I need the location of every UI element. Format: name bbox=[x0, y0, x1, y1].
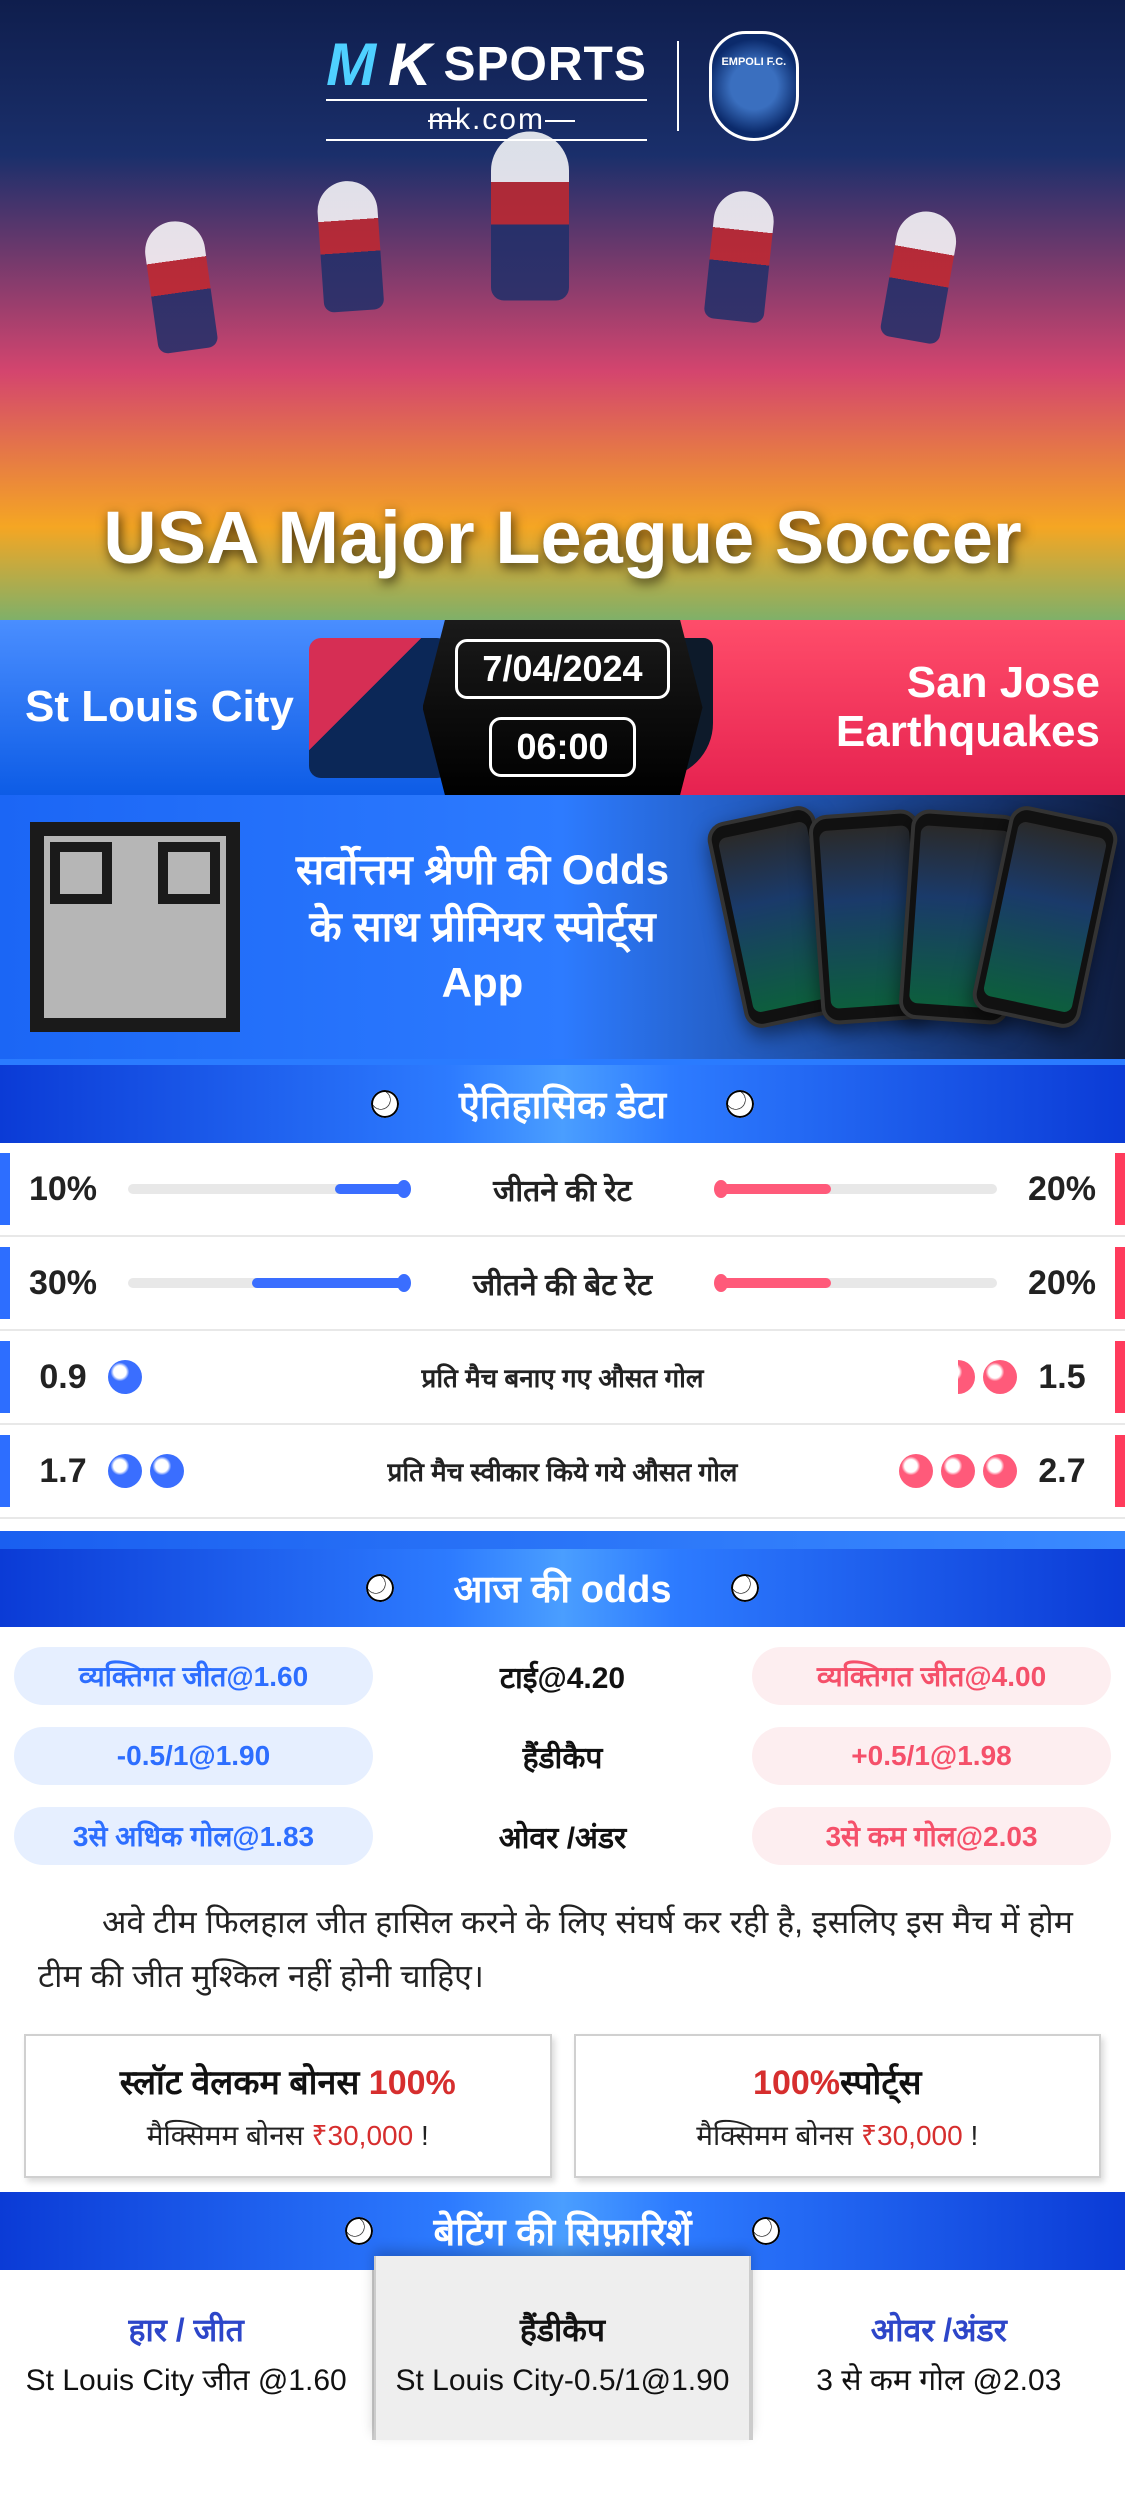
brand-sub: mk.com bbox=[326, 99, 647, 141]
win-rate-label: जीतने की रेट bbox=[424, 1169, 700, 1210]
home-goals-against: 1.7 bbox=[18, 1452, 108, 1491]
stat-row-win-rate: 10% जीतने की रेट 20% bbox=[0, 1143, 1125, 1237]
brand-divider bbox=[677, 41, 679, 131]
history-section-title: ऐतिहासिक डेटा bbox=[459, 1078, 666, 1130]
promo-phones-illustration bbox=[725, 812, 1095, 1042]
away-win-rate: 20% bbox=[1017, 1170, 1107, 1209]
away-goals-for-icons bbox=[797, 1360, 1017, 1394]
rec-winlose-head: हार / जीत bbox=[0, 2308, 372, 2351]
home-win-odd[interactable]: व्यक्तिगत जीत@1.60 bbox=[14, 1647, 373, 1705]
bonus-sports-amount: ₹30,000 bbox=[861, 2120, 963, 2151]
tie-odd-label: टाई@4.20 bbox=[383, 1647, 742, 1705]
analysis-text: अवे टीम फिलहाल जीत हासिल करने के लिए संघ… bbox=[14, 1887, 1111, 2034]
betting-recommendations: हार / जीत St Louis City जीत @1.60 हैंडीक… bbox=[0, 2270, 1125, 2440]
home-bet-rate: 30% bbox=[18, 1264, 108, 1303]
away-team-name: San Jose Earthquakes bbox=[728, 659, 1100, 756]
odds-table: व्यक्तिगत जीत@1.60 टाई@4.20 व्यक्तिगत जी… bbox=[0, 1627, 1125, 2034]
odds-row: 3से अधिक गोल@1.83 ओवर /अंडर 3से कम गोल@2… bbox=[14, 1807, 1111, 1865]
rec-overunder-body: 3 से कम गोल @2.03 bbox=[753, 2361, 1125, 2402]
rec-overunder-head: ओवर /अंडर bbox=[753, 2308, 1125, 2351]
divider bbox=[0, 1531, 1125, 1549]
under-odd[interactable]: 3से कम गोल@2.03 bbox=[752, 1807, 1111, 1865]
handicap-label: हैंडीकैप bbox=[383, 1727, 742, 1785]
odds-row: व्यक्तिगत जीत@1.60 टाई@4.20 व्यक्तिगत जी… bbox=[14, 1647, 1111, 1705]
brand-logo: MK SPORTS mk.com bbox=[326, 30, 647, 141]
home-team-name: St Louis City bbox=[25, 683, 294, 731]
stat-row-goals-against: 1.7 प्रति मैच स्वीकार किये गये औसत गोल 2… bbox=[0, 1425, 1125, 1519]
home-handicap-odd[interactable]: -0.5/1@1.90 bbox=[14, 1727, 373, 1785]
away-goals-against: 2.7 bbox=[1017, 1452, 1107, 1491]
bonus-card-sports[interactable]: 100%स्पोर्ट्स मैक्सिमम बोनस ₹30,000 ! bbox=[574, 2034, 1102, 2178]
rec-col-winlose[interactable]: हार / जीत St Louis City जीत @1.60 bbox=[0, 2270, 374, 2440]
brand-row: MK SPORTS mk.com bbox=[30, 30, 1095, 141]
match-time: 06:00 bbox=[489, 717, 635, 777]
stat-row-bet-rate: 30% जीतने की बेट रेट 20% bbox=[0, 1237, 1125, 1331]
soccer-ball-icon bbox=[726, 1090, 754, 1118]
history-stats: 10% जीतने की रेट 20% 30% जीतने की बेट रे… bbox=[0, 1143, 1125, 1519]
soccer-ball-icon bbox=[752, 2217, 780, 2245]
bonus-card-slots[interactable]: स्लॉट वेलकम बोनस 100% मैक्सिमम बोनस ₹30,… bbox=[24, 2034, 552, 2178]
odds-section-header: आज की odds bbox=[0, 1549, 1125, 1627]
goals-for-label: प्रति मैच बनाए गए औसत गोल bbox=[328, 1359, 797, 1395]
away-handicap-odd[interactable]: +0.5/1@1.98 bbox=[752, 1727, 1111, 1785]
qr-code-icon[interactable] bbox=[30, 822, 240, 1032]
away-win-odd[interactable]: व्यक्तिगत जीत@4.00 bbox=[752, 1647, 1111, 1705]
rec-col-handicap[interactable]: हैंडीकैप St Louis City-0.5/1@1.90 bbox=[374, 2256, 750, 2440]
rec-handicap-head: हैंडीकैप bbox=[376, 2308, 748, 2351]
away-goals-against-icons bbox=[797, 1454, 1017, 1488]
soccer-ball-icon bbox=[731, 1574, 759, 1602]
match-datetime: 7/04/2024 06:00 bbox=[423, 620, 703, 795]
away-goals-for: 1.5 bbox=[1017, 1358, 1107, 1397]
over-odd[interactable]: 3से अधिक गोल@1.83 bbox=[14, 1807, 373, 1865]
bonus-slots-amount: ₹30,000 bbox=[312, 2120, 414, 2151]
home-goals-for: 0.9 bbox=[18, 1358, 108, 1397]
history-section-header: ऐतिहासिक डेटा bbox=[0, 1065, 1125, 1143]
stat-row-goals-for: 0.9 प्रति मैच बनाए गए औसत गोल 1.5 bbox=[0, 1331, 1125, 1425]
brand-m: M bbox=[326, 30, 376, 99]
bonus-cards: स्लॉट वेलकम बोनस 100% मैक्सिमम बोनस ₹30,… bbox=[0, 2034, 1125, 2192]
bonus-sports-pct: 100% bbox=[753, 2064, 840, 2102]
goals-against-label: प्रति मैच स्वीकार किये गये औसत गोल bbox=[328, 1453, 797, 1489]
away-bet-rate: 20% bbox=[1017, 1264, 1107, 1303]
bonus-sports-title: स्पोर्ट्स bbox=[840, 2064, 921, 2102]
bonus-slots-title: स्लॉट वेलकम बोनस bbox=[120, 2064, 369, 2102]
brand-k: K bbox=[388, 30, 431, 99]
rec-col-overunder[interactable]: ओवर /अंडर 3 से कम गोल @2.03 bbox=[751, 2270, 1125, 2440]
soccer-ball-icon bbox=[345, 2217, 373, 2245]
home-goals-against-icons bbox=[108, 1454, 328, 1488]
bonus-slots-pct: 100% bbox=[369, 2064, 456, 2102]
club-shield-icon bbox=[709, 31, 799, 141]
hero-players-illustration bbox=[30, 141, 1095, 495]
soccer-ball-icon bbox=[371, 1090, 399, 1118]
league-title: USA Major League Soccer bbox=[30, 495, 1095, 580]
home-goals-for-icons bbox=[108, 1360, 328, 1394]
promo-text: सर्वोत्तम श्रेणी की Odds के साथ प्रीमियर… bbox=[270, 842, 695, 1012]
matchup-bar: St Louis City QUAKES San Jose Earthquake… bbox=[0, 620, 1125, 795]
home-win-rate: 10% bbox=[18, 1170, 108, 1209]
rec-handicap-body: St Louis City-0.5/1@1.90 bbox=[376, 2361, 748, 2402]
recs-section-title: बेटिंग की सिफ़ारिशें bbox=[433, 2205, 691, 2257]
bet-rate-label: जीतने की बेट रेट bbox=[424, 1263, 700, 1304]
rec-winlose-body: St Louis City जीत @1.60 bbox=[0, 2361, 372, 2402]
brand-sports: SPORTS bbox=[443, 37, 646, 92]
odds-row: -0.5/1@1.90 हैंडीकैप +0.5/1@1.98 bbox=[14, 1727, 1111, 1785]
over-under-label: ओवर /अंडर bbox=[383, 1807, 742, 1865]
hero-banner: MK SPORTS mk.com USA Major League Soccer bbox=[0, 0, 1125, 620]
soccer-ball-icon bbox=[366, 1574, 394, 1602]
odds-section-title: आज की odds bbox=[454, 1562, 672, 1614]
match-date: 7/04/2024 bbox=[455, 639, 669, 699]
app-promo-banner[interactable]: सर्वोत्तम श्रेणी की Odds के साथ प्रीमियर… bbox=[0, 795, 1125, 1065]
